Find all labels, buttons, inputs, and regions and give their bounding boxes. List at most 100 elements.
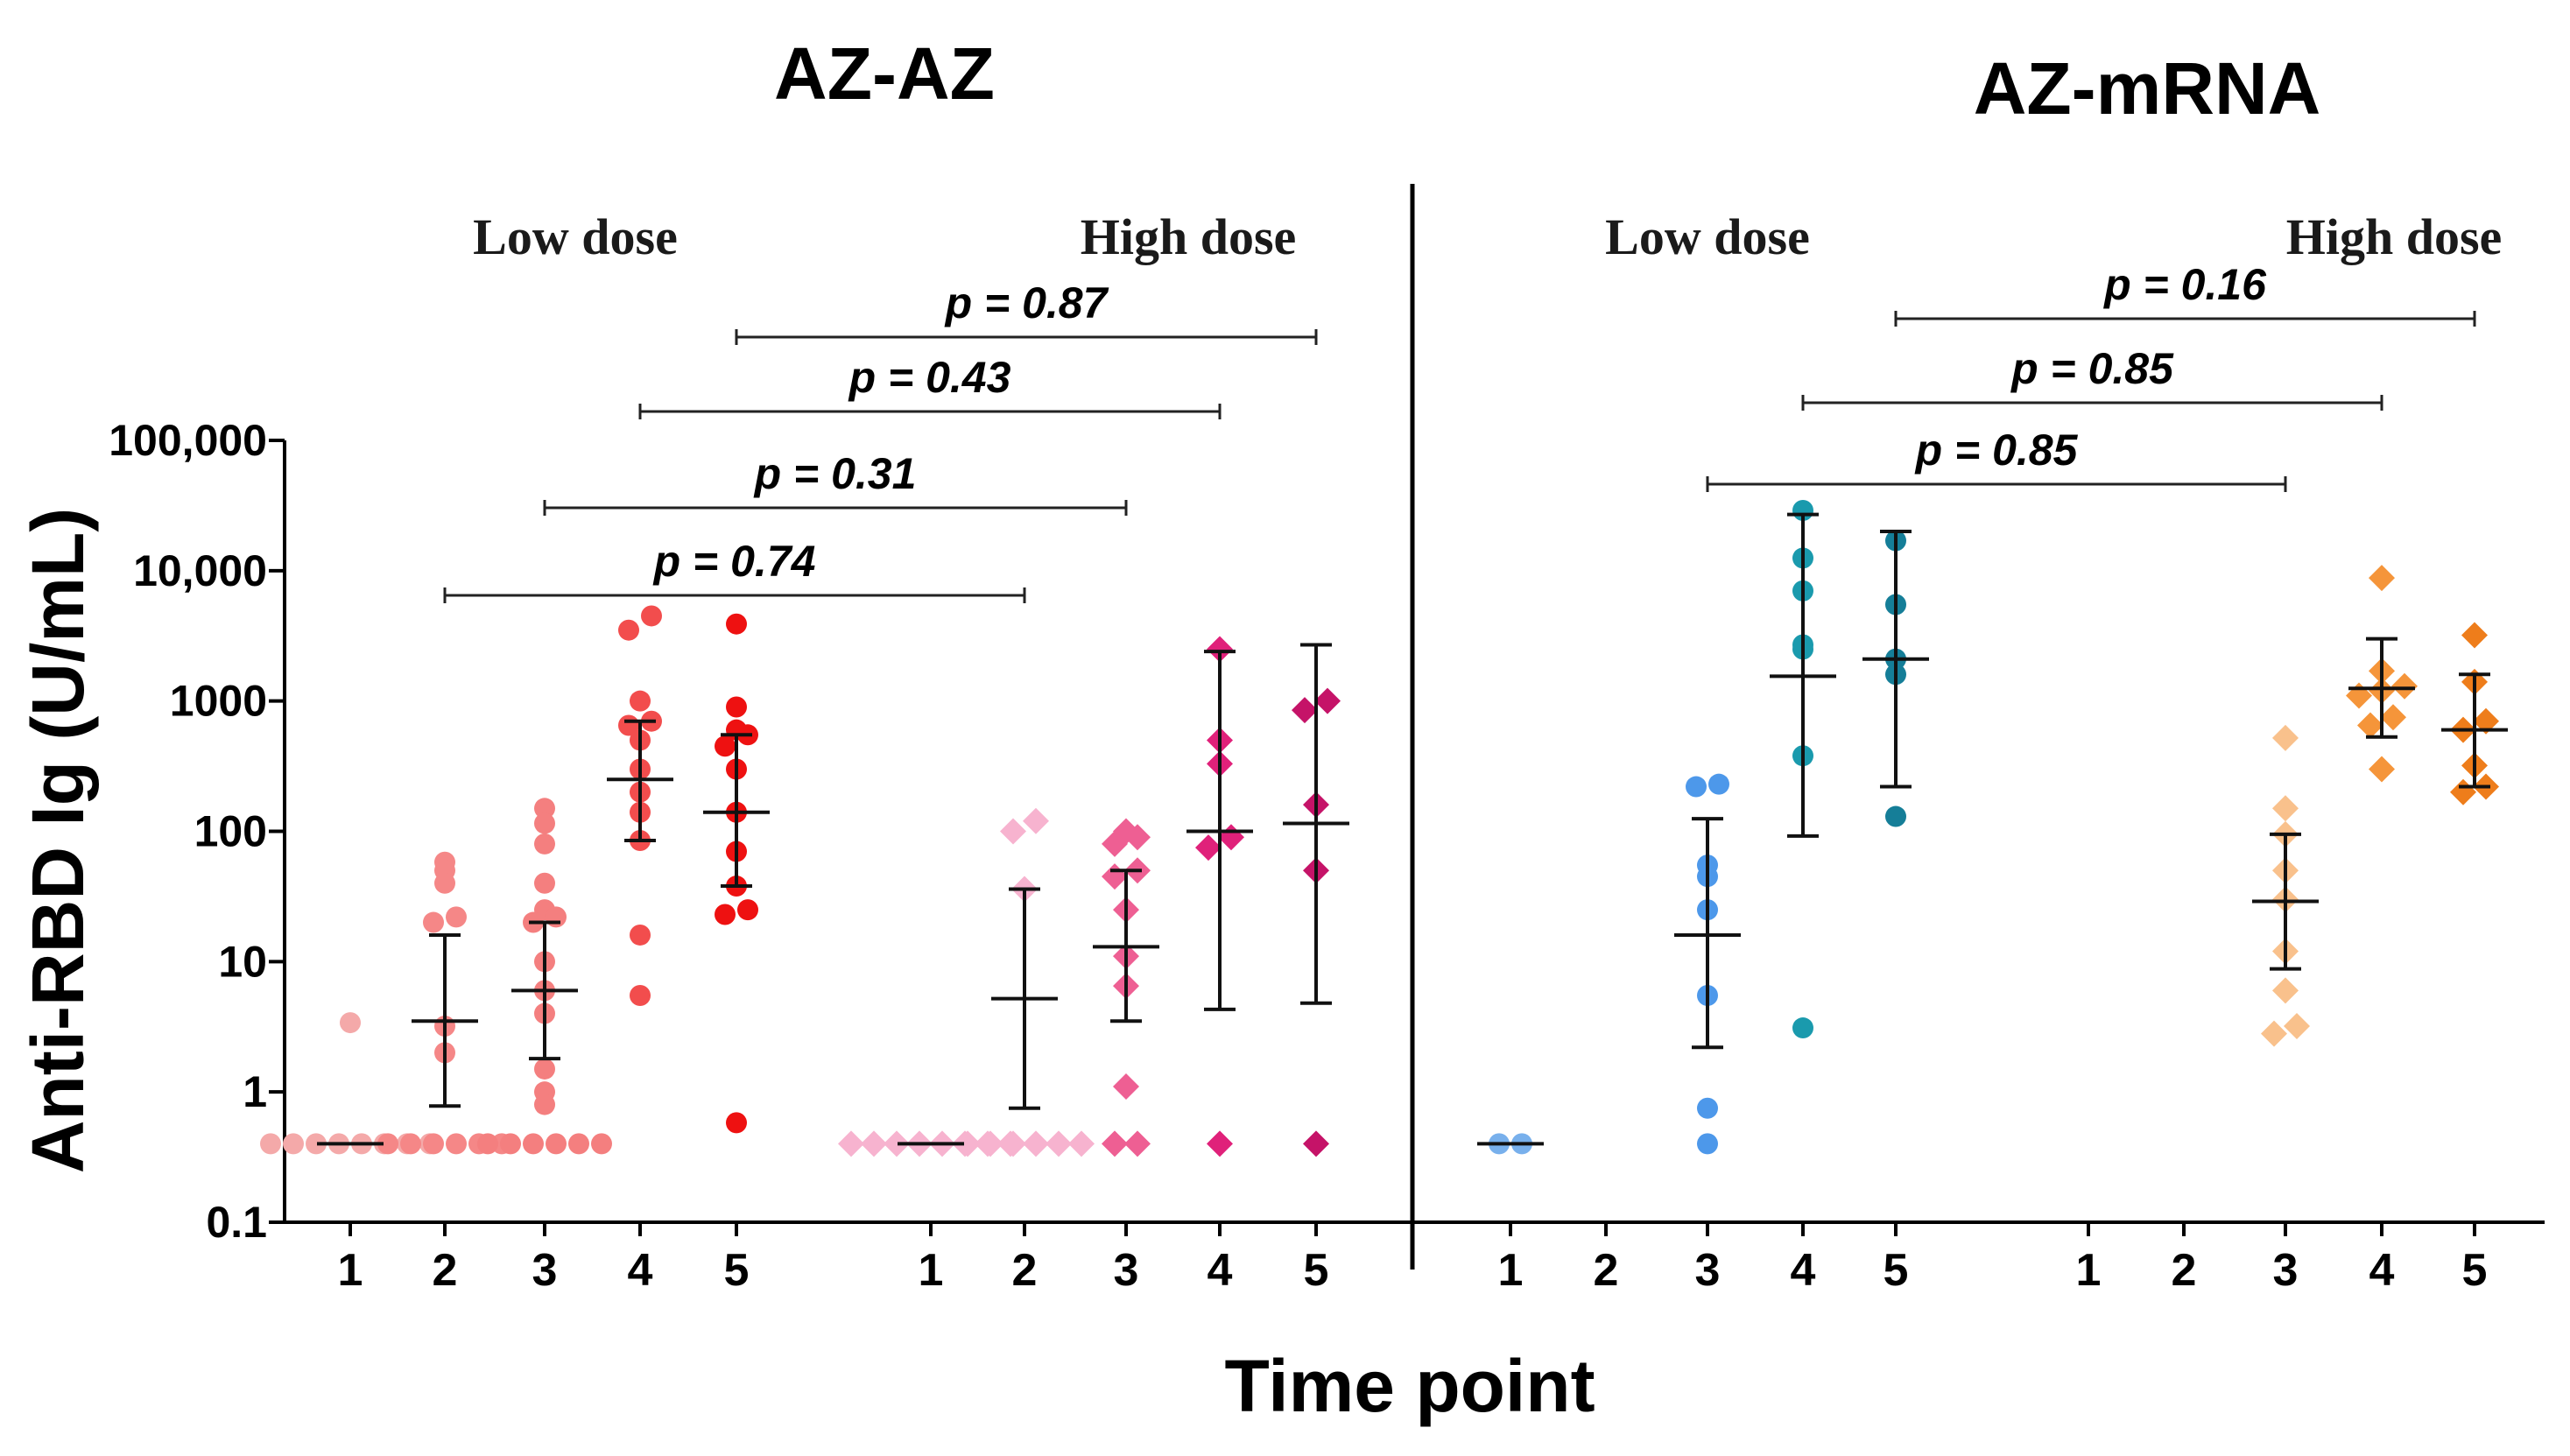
data-point-circle: [568, 1133, 589, 1155]
data-point-circle: [1792, 1017, 1813, 1039]
y-tick-label: 1: [243, 1067, 267, 1116]
y-tick-label: 0.1: [206, 1198, 267, 1247]
data-point-diamond: [2272, 795, 2299, 822]
p-value-label: p = 0.16: [2102, 260, 2267, 309]
data-point-diamond: [1195, 834, 1222, 862]
data-point-diamond: [1314, 687, 1341, 714]
data-point-circle: [630, 924, 651, 946]
data-point-diamond: [2357, 712, 2383, 739]
x-tick-label: 3: [1695, 1245, 1721, 1296]
x-tick-label: 2: [1012, 1245, 1038, 1296]
data-point-circle: [630, 690, 651, 712]
y-tick-label: 100: [194, 807, 267, 856]
data-point-circle: [400, 1133, 421, 1155]
data-point-circle: [737, 899, 758, 921]
data-point-diamond: [2369, 565, 2395, 592]
data-point-circle: [477, 1133, 498, 1155]
data-points: [260, 500, 2499, 1157]
data-point-circle: [423, 1133, 444, 1155]
y-tick-label: 10,000: [133, 546, 267, 595]
data-point-circle: [306, 1133, 327, 1155]
y-tick-label: 10: [218, 937, 267, 986]
x-tick-label: 2: [433, 1245, 458, 1296]
x-tick-label: 3: [532, 1245, 558, 1296]
p-value-label: p = 0.85: [1914, 426, 2079, 475]
data-point-circle: [434, 872, 455, 894]
data-point-diamond: [1000, 818, 1026, 845]
x-tick-label: 5: [1304, 1245, 1329, 1296]
data-point-circle: [523, 1133, 544, 1155]
dose-label: Low dose: [473, 208, 678, 265]
x-tick-label: 5: [1883, 1245, 1909, 1296]
dose-labels: Low dose High dose Low dose High dose: [473, 208, 2502, 265]
data-point-circle: [534, 812, 555, 834]
data-point-diamond: [2391, 672, 2418, 700]
x-tick-label: 4: [2369, 1245, 2395, 1296]
x-tick-label: 1: [1498, 1245, 1524, 1296]
data-point-circle: [534, 1058, 555, 1080]
x-tick-label: 1: [338, 1245, 363, 1296]
data-point-circle: [618, 619, 639, 641]
data-point-circle: [546, 1133, 567, 1155]
x-tick-label: 1: [919, 1245, 944, 1296]
data-point-circle: [726, 1112, 747, 1134]
data-point-diamond: [1207, 1130, 1233, 1157]
data-point-diamond: [1102, 830, 1128, 857]
dose-label: Low dose: [1605, 208, 1810, 265]
data-point-circle: [377, 1133, 398, 1155]
x-tick-label: 3: [1114, 1245, 1139, 1296]
data-point-diamond: [2261, 1020, 2287, 1047]
p-value-label: p = 0.43: [848, 353, 1011, 402]
data-point-diamond: [1102, 863, 1128, 890]
data-point-diamond: [2272, 724, 2299, 751]
data-point-circle: [534, 872, 555, 894]
data-point-diamond: [1207, 636, 1233, 663]
p-value-label: p = 0.74: [652, 537, 816, 586]
data-point-circle: [715, 904, 736, 925]
data-point-diamond: [1218, 824, 1244, 851]
y-tick-label: 100,000: [109, 416, 267, 465]
data-point-diamond: [1124, 1130, 1151, 1157]
x-tick-label: 5: [724, 1245, 750, 1296]
data-point-circle: [446, 1133, 467, 1155]
panel-title: AZ-AZ: [774, 32, 995, 115]
data-point-diamond: [1023, 807, 1049, 834]
data-point-diamond: [884, 1130, 910, 1157]
data-point-circle: [630, 984, 651, 1006]
data-point-circle: [534, 1094, 555, 1115]
x-tick-label: 2: [2172, 1245, 2197, 1296]
data-point-circle: [546, 906, 567, 928]
median-iqr-bars: [317, 512, 2508, 1146]
x-tick-label: 3: [2273, 1245, 2299, 1296]
y-ticks: 0.1 1 10 100 1000 10,000 100,000: [109, 416, 285, 1247]
data-point-diamond: [1046, 1130, 1072, 1157]
data-point-circle: [260, 1133, 281, 1155]
y-tick-label: 1000: [170, 677, 267, 726]
p-value-label: p = 0.87: [944, 278, 1109, 327]
data-point-circle: [340, 1012, 361, 1034]
data-point-diamond: [1292, 697, 1318, 724]
data-point-circle: [591, 1133, 612, 1155]
data-point-diamond: [2461, 622, 2488, 649]
data-point-circle: [283, 1133, 304, 1155]
panel-titles: AZ-AZ AZ-mRNA: [774, 32, 2320, 130]
data-point-diamond: [2284, 1012, 2310, 1039]
dose-label: High dose: [1081, 208, 1297, 265]
x-axis-label: Time point: [1224, 1345, 1595, 1427]
data-point-diamond: [2380, 704, 2406, 731]
data-point-circle: [1686, 776, 1707, 798]
data-point-diamond: [1303, 1130, 1329, 1157]
data-point-diamond: [1068, 1130, 1095, 1157]
x-tick-label: 4: [1208, 1245, 1233, 1296]
data-point-diamond: [1102, 1130, 1128, 1157]
data-point-diamond: [1124, 824, 1151, 851]
data-point-circle: [534, 833, 555, 855]
data-point-circle: [726, 613, 747, 635]
data-point-circle: [1708, 773, 1729, 795]
data-point-diamond: [1023, 1130, 1049, 1157]
data-point-circle: [423, 911, 444, 933]
panel-title: AZ-mRNA: [1974, 47, 2321, 130]
y-axis-label: Anti-RBD Ig (U/mL): [17, 508, 99, 1174]
x-ticks: 1 2 3 4 5 1 2 3 4 5 1 2 3 4 5 1 2 3 4 5: [338, 1222, 2487, 1296]
